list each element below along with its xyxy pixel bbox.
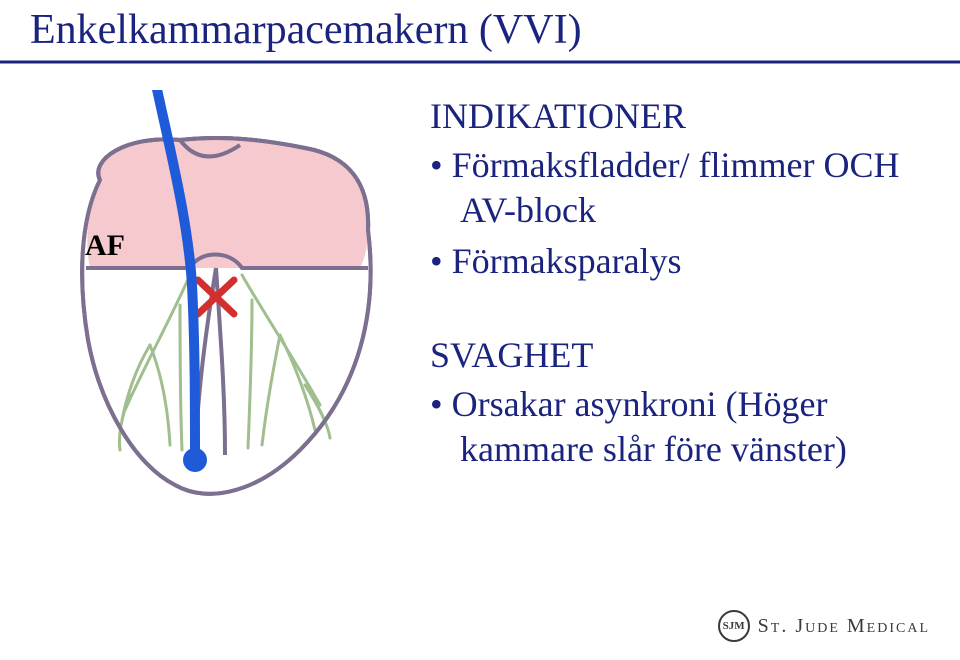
brand-text: St. Jude Medical <box>758 615 930 638</box>
list-item: Förmaksparalys <box>430 239 930 284</box>
af-label: AF <box>85 229 125 262</box>
heading-weakness: SVAGHET <box>430 334 930 376</box>
bullets-weakness: Orsakar asynkroni (Höger kammare slår fö… <box>430 382 930 472</box>
brand-badge-text: SJM <box>723 621 745 632</box>
heading-indications: INDIKATIONER <box>430 95 930 137</box>
title-underline <box>0 0 960 80</box>
content-column: INDIKATIONER Förmaksfladder/ flimmer OCH… <box>430 95 930 478</box>
atria-region <box>87 138 368 268</box>
slide: Enkelkammarpacemakern (VVI) <box>0 0 960 660</box>
brand-badge-icon: SJM <box>718 610 750 642</box>
footer-logo: SJM St. Jude Medical <box>718 610 930 642</box>
heart-diagram: AF <box>30 90 390 510</box>
list-item: Orsakar asynkroni (Höger kammare slår fö… <box>430 382 930 472</box>
lead-tip <box>183 448 207 472</box>
bullets-indications: Förmaksfladder/ flimmer OCH AV-block För… <box>430 143 930 284</box>
list-item: Förmaksfladder/ flimmer OCH AV-block <box>430 143 930 233</box>
